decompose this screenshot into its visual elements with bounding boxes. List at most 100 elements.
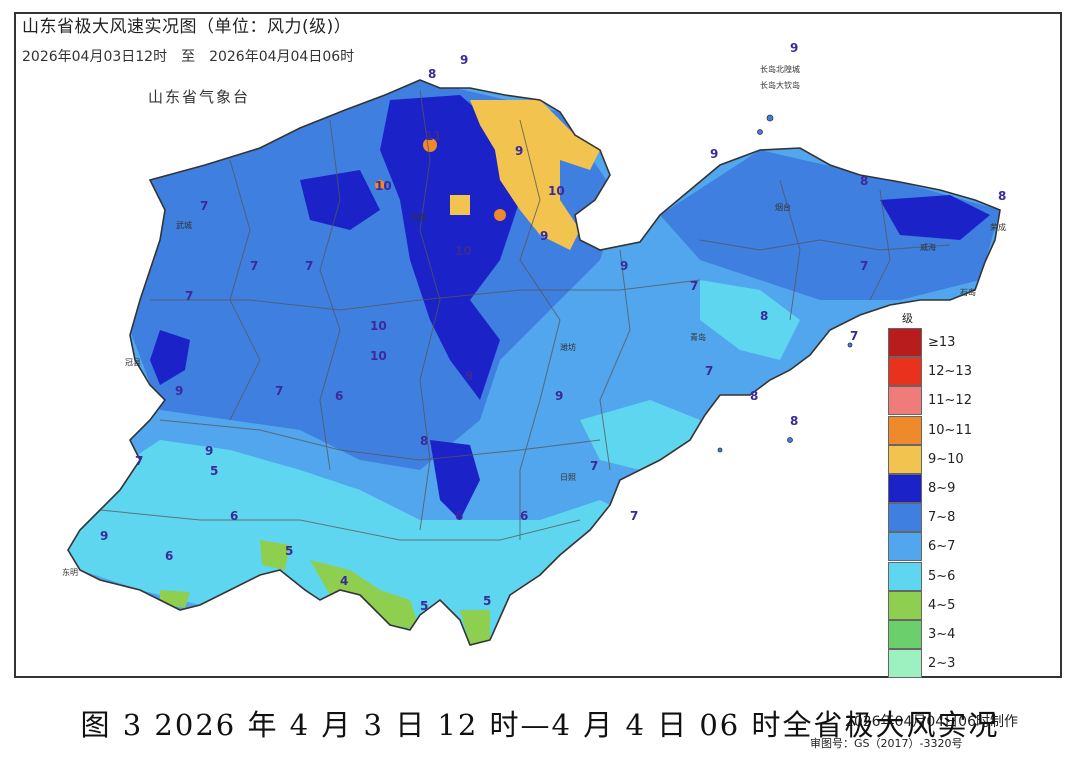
svg-text:9: 9 [790, 41, 798, 55]
legend-label: 11~12 [928, 393, 972, 409]
legend-item: 9~10 [888, 444, 978, 474]
islands [717, 114, 853, 453]
svg-text:5: 5 [420, 599, 428, 613]
legend-item: 10~11 [888, 415, 978, 445]
svg-text:9: 9 [460, 53, 468, 67]
svg-text:9: 9 [100, 529, 108, 543]
svg-text:9: 9 [175, 384, 183, 398]
legend-swatch [888, 561, 922, 591]
svg-text:8: 8 [760, 309, 768, 323]
svg-text:6: 6 [230, 509, 238, 523]
legend-label: 12~13 [928, 364, 972, 380]
svg-text:10: 10 [548, 184, 565, 198]
svg-text:7: 7 [850, 329, 858, 343]
legend-swatch [888, 474, 922, 504]
svg-text:5: 5 [285, 544, 293, 558]
legend-swatch [888, 357, 922, 387]
svg-text:7: 7 [135, 454, 143, 468]
shandong-wind-map: 9 9 8 11 10 9 10 9 9 8 8 7 7 7 7 10 10 1… [62, 41, 1006, 646]
review-number: 审图号：GS（2017）-3320号 [810, 737, 963, 750]
map-period: 2026年04月03日12时 至 2026年04月04日06时 [22, 49, 355, 65]
legend-label: 6~7 [928, 539, 956, 555]
legend-swatch [888, 590, 922, 620]
svg-text:10: 10 [370, 319, 387, 333]
legend-swatch [888, 649, 922, 679]
svg-text:东明: 东明 [62, 567, 78, 577]
legend-swatch [888, 619, 922, 649]
svg-text:6: 6 [520, 509, 528, 523]
legend-item: 4~5 [888, 590, 978, 620]
svg-text:济南: 济南 [410, 212, 426, 222]
svg-text:11: 11 [425, 129, 442, 143]
figure-caption: 图 3 2026 年 4 月 3 日 12 时—4 月 4 日 06 时全省极大… [80, 708, 1000, 742]
svg-text:7: 7 [590, 459, 598, 473]
svg-text:6: 6 [335, 389, 343, 403]
svg-text:冠县: 冠县 [125, 358, 141, 367]
legend-label: 8~9 [928, 481, 956, 497]
station-labels: 长岛北隍城 长岛大钦岛 武城 冠县 东明 日照 青岛 济南 潍坊 烟台 威海 石… [62, 64, 1006, 577]
svg-text:7: 7 [305, 259, 313, 273]
svg-text:7: 7 [860, 259, 868, 273]
legend-item: 12~13 [888, 357, 978, 387]
svg-text:9: 9 [465, 369, 473, 383]
legend-swatch [888, 444, 922, 474]
legend-label: 7~8 [928, 510, 956, 526]
made-time: 2026年04月04日06时制作 [844, 714, 1018, 730]
svg-text:7: 7 [185, 289, 193, 303]
legend-label: 10~11 [928, 422, 972, 438]
legend-label: 9~10 [928, 451, 964, 467]
svg-text:9: 9 [555, 389, 563, 403]
legend-item: 2~3 [888, 649, 978, 679]
svg-text:8: 8 [420, 434, 428, 448]
legend-swatch [888, 328, 922, 358]
prefecture-boundaries [99, 89, 951, 541]
svg-text:威海: 威海 [920, 242, 936, 252]
svg-text:5: 5 [210, 464, 218, 478]
svg-text:7: 7 [630, 509, 638, 523]
svg-text:日照: 日照 [560, 473, 576, 482]
svg-text:7: 7 [690, 279, 698, 293]
svg-text:青岛: 青岛 [690, 332, 706, 342]
map-agency: 山东省气象台 [148, 88, 251, 106]
svg-text:6: 6 [455, 509, 463, 523]
legend-item: 5~6 [888, 561, 978, 591]
legend-swatch [888, 503, 922, 533]
legend-label: 5~6 [928, 568, 956, 584]
svg-text:石岛: 石岛 [960, 287, 976, 297]
wind-values: 9 9 8 11 10 9 10 9 9 8 8 7 7 7 7 10 10 1… [100, 41, 1006, 613]
legend-label: 2~3 [928, 656, 956, 672]
legend: 级 ≥13 12~13 11~12 10~11 9~10 8~9 7~8 6~7 5~6 4~5 3… [888, 310, 978, 679]
legend-label: 3~4 [928, 626, 956, 642]
wind-zones [68, 80, 1000, 645]
legend-swatch [888, 415, 922, 445]
svg-text:6: 6 [165, 549, 173, 563]
svg-text:荣成: 荣成 [990, 222, 1006, 232]
svg-text:9: 9 [515, 144, 523, 158]
svg-text:10: 10 [370, 349, 387, 363]
legend-item: 6~7 [888, 532, 978, 562]
legend-item: 3~4 [888, 619, 978, 649]
svg-text:7: 7 [200, 199, 208, 213]
legend-item: 11~12 [888, 386, 978, 416]
legend-swatch [888, 386, 922, 416]
svg-text:8: 8 [860, 174, 868, 188]
svg-text:8: 8 [998, 189, 1006, 203]
svg-text:8: 8 [790, 414, 798, 428]
svg-text:8: 8 [428, 67, 436, 81]
map-title: 山东省极大风速实况图（单位：风力(级)） [22, 17, 352, 37]
legend-item: ≥13 [888, 328, 978, 358]
legend-label: 4~5 [928, 597, 956, 613]
svg-text:长岛北隍城: 长岛北隍城 [760, 64, 800, 74]
legend-swatch [888, 532, 922, 562]
svg-text:8: 8 [750, 389, 758, 403]
svg-text:10: 10 [455, 244, 472, 258]
legend-rows: ≥13 12~13 11~12 10~11 9~10 8~9 7~8 6~7 5~6 4~5 3~4… [888, 328, 978, 679]
svg-text:5: 5 [483, 594, 491, 608]
svg-text:9: 9 [205, 444, 213, 458]
svg-text:7: 7 [250, 259, 258, 273]
svg-text:长岛大钦岛: 长岛大钦岛 [760, 80, 800, 90]
svg-text:9: 9 [540, 229, 548, 243]
svg-text:9: 9 [620, 259, 628, 273]
svg-text:7: 7 [705, 364, 713, 378]
legend-item: 8~9 [888, 474, 978, 504]
